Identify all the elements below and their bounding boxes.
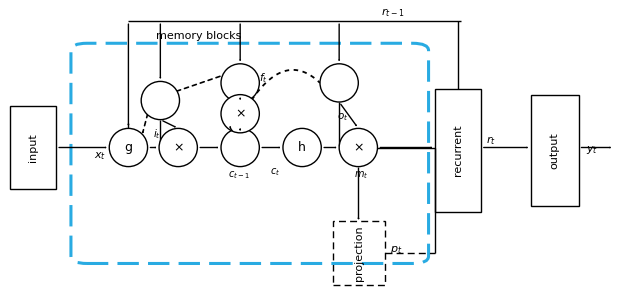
Text: input: input [28, 133, 38, 162]
Text: $i_t$: $i_t$ [153, 127, 161, 141]
Text: g: g [124, 141, 132, 154]
Bar [531, 95, 579, 206]
Text: recurrent: recurrent [453, 124, 463, 176]
Text: $p_t$: $p_t$ [390, 244, 403, 256]
Text: $c_{t-1}$: $c_{t-1}$ [228, 170, 250, 181]
Ellipse shape [320, 64, 358, 102]
Text: $x_t$: $x_t$ [93, 150, 106, 162]
Ellipse shape [339, 128, 378, 167]
Ellipse shape [141, 81, 179, 120]
Ellipse shape [159, 128, 197, 167]
Bar [10, 106, 56, 189]
Text: $o_t$: $o_t$ [337, 111, 348, 122]
Text: $\times$: $\times$ [353, 141, 364, 154]
Text: $f_t$: $f_t$ [259, 72, 268, 85]
Text: $y_t$: $y_t$ [586, 145, 598, 156]
Text: projection: projection [354, 225, 364, 281]
Text: $\times$: $\times$ [235, 107, 246, 120]
Text: $m_t$: $m_t$ [355, 170, 369, 181]
Ellipse shape [221, 95, 259, 133]
Ellipse shape [221, 128, 259, 167]
Text: $c_t$: $c_t$ [270, 167, 280, 178]
Text: memory blocks: memory blocks [156, 31, 241, 41]
Ellipse shape [109, 128, 148, 167]
Text: $r_{t-1}$: $r_{t-1}$ [381, 6, 404, 19]
Text: output: output [550, 132, 560, 169]
Text: $r_t$: $r_t$ [486, 134, 496, 147]
Text: h: h [298, 141, 306, 154]
Ellipse shape [221, 64, 259, 102]
Text: $\times$: $\times$ [173, 141, 184, 154]
Ellipse shape [283, 128, 321, 167]
Bar [333, 221, 385, 286]
Bar [435, 89, 481, 212]
